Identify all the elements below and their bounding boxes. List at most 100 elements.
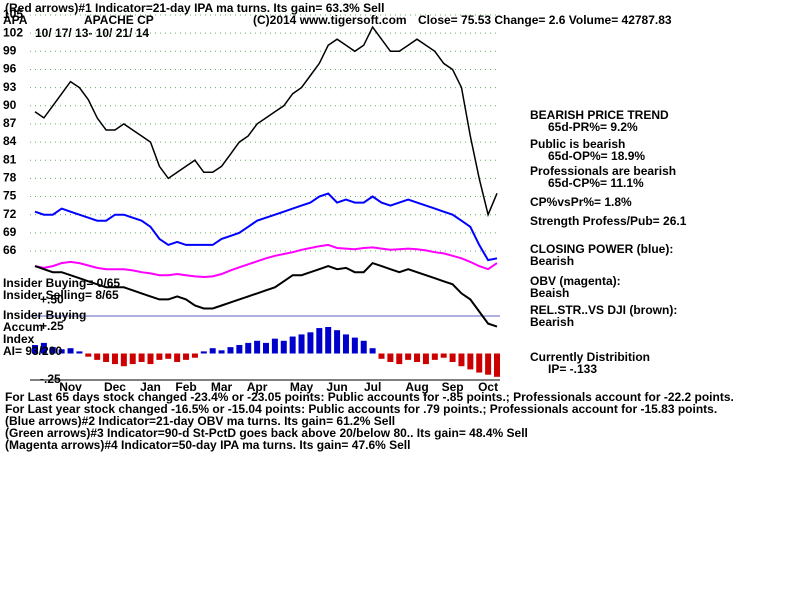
x-tick-label: Apr — [247, 380, 268, 394]
accum-tick-label: +.25 — [40, 319, 64, 333]
accum-bar — [334, 330, 341, 354]
side-text: 65d-PR%= 9.2% — [548, 120, 638, 134]
accum-bar — [467, 353, 474, 370]
accum-bar — [236, 345, 243, 354]
y-tick-label: 99 — [3, 43, 17, 57]
accum-bar — [396, 353, 403, 365]
side-text: CP%vsPr%= 1.8% — [530, 195, 632, 209]
accum-bar — [271, 338, 278, 354]
left-text: Index — [3, 332, 35, 346]
side-text: Strength Profess/Pub= 26.1 — [530, 214, 687, 228]
accum-bar — [431, 353, 438, 360]
left-text: Insider Buying — [3, 308, 86, 322]
x-tick-label: Sep — [442, 380, 464, 394]
accum-bar — [449, 353, 456, 362]
side-text: Professionals are bearish — [530, 164, 676, 178]
y-tick-label: 69 — [3, 225, 17, 239]
x-tick-label: Jan — [140, 380, 161, 394]
accum-bar — [307, 332, 314, 354]
company: APACHE CP — [84, 13, 154, 27]
accum-bar — [183, 353, 190, 360]
side-text: 65d-CP%= 11.1% — [548, 176, 644, 190]
series-line — [34, 25, 498, 218]
note: (Blue arrows)#2 Indicator=21-day OBV ma … — [5, 414, 395, 428]
accum-bar — [476, 353, 483, 373]
x-tick-label: Aug — [405, 380, 428, 394]
note: For Last year stock changed -16.5% or -1… — [5, 402, 717, 416]
accum-bar — [351, 337, 358, 354]
series-line — [34, 192, 498, 262]
side-text: 65d-OP%= 18.9% — [548, 149, 645, 163]
quote: Close= 75.53 Change= 2.6 Volume= 42787.8… — [418, 13, 672, 27]
accum-bar — [263, 342, 269, 354]
accum-bar — [325, 327, 332, 354]
x-tick-label: May — [290, 380, 314, 394]
accum-bar — [369, 348, 376, 354]
accum-bar — [138, 353, 145, 362]
side-text: Currently Distribition — [530, 350, 650, 364]
y-tick-label: 105 — [3, 7, 23, 21]
side-text: Beaish — [530, 286, 569, 300]
side-text: Bearish — [530, 315, 574, 329]
accum-bar — [103, 353, 110, 362]
accum-bar — [111, 353, 118, 365]
accum-bar — [245, 342, 252, 354]
accum-tick-label: +.50 — [40, 293, 64, 307]
note: For Last 65 days stock changed -23.4% or… — [5, 390, 734, 404]
left-text: Insider Buying= 0/65 — [3, 276, 120, 290]
y-tick-label: 72 — [3, 207, 17, 221]
accum-bar — [289, 336, 296, 354]
accum-bar — [200, 351, 207, 354]
side-text: Bearish — [530, 254, 574, 268]
left-text: AI= 93/200 — [3, 344, 62, 358]
date-range: 10/ 17/ 13- 10/ 21/ 14 — [35, 26, 149, 40]
x-tick-label: Dec — [104, 380, 126, 394]
side-text: IP= -.133 — [548, 362, 597, 376]
accum-bar — [191, 353, 198, 358]
note: (Green arrows)#3 Indicator=90-d St-PctD … — [5, 426, 528, 440]
note: (Magenta arrows)#4 Indicator=50-day IPA … — [5, 438, 410, 452]
y-tick-label: 78 — [3, 171, 17, 185]
accum-bar — [378, 353, 385, 359]
x-tick-label: Jun — [326, 380, 347, 394]
accum-bar — [298, 334, 305, 354]
accum-bar — [280, 340, 287, 354]
accum-bar — [129, 353, 136, 365]
y-tick-label: 75 — [3, 189, 17, 203]
left-text: Insider Selling= 8/65 — [3, 288, 119, 302]
copyright: (C)2014 www.tigersoft.com — [253, 13, 407, 27]
left-text: Accum — [3, 320, 43, 334]
accum-bar — [147, 353, 154, 365]
side-text: OBV (magenta): — [530, 274, 621, 288]
x-tick-label: Jul — [364, 380, 381, 394]
y-tick-label: 102 — [3, 25, 23, 39]
y-tick-label: 84 — [3, 134, 17, 148]
accum-bar — [85, 353, 92, 357]
accum-bar — [32, 345, 38, 354]
accum-bar — [120, 353, 127, 367]
y-tick-label: 81 — [3, 152, 17, 166]
accum-bar — [360, 340, 367, 354]
x-tick-label: Nov — [59, 380, 82, 394]
side-text: REL.STR..VS DJI (brown): — [530, 303, 677, 317]
x-tick-label: Mar — [211, 380, 233, 394]
accum-bar — [414, 353, 421, 362]
y-tick-label: 87 — [3, 116, 17, 130]
accum-bar — [67, 348, 74, 354]
y-tick-label: 96 — [3, 62, 17, 76]
accum-bar — [156, 353, 163, 360]
accum-bar — [494, 353, 500, 377]
side-text: Public is bearish — [530, 137, 625, 151]
accum-bar — [40, 342, 47, 354]
accum-bar — [254, 340, 261, 354]
accum-bar — [422, 353, 429, 365]
accum-bar — [58, 349, 65, 354]
y-tick-label: 93 — [3, 80, 17, 94]
accum-bar — [174, 353, 181, 362]
accum-bar — [165, 353, 172, 359]
ticker: APA — [3, 13, 28, 27]
side-text: BEARISH PRICE TREND — [530, 108, 669, 122]
accum-tick-label: -.25 — [40, 372, 61, 386]
